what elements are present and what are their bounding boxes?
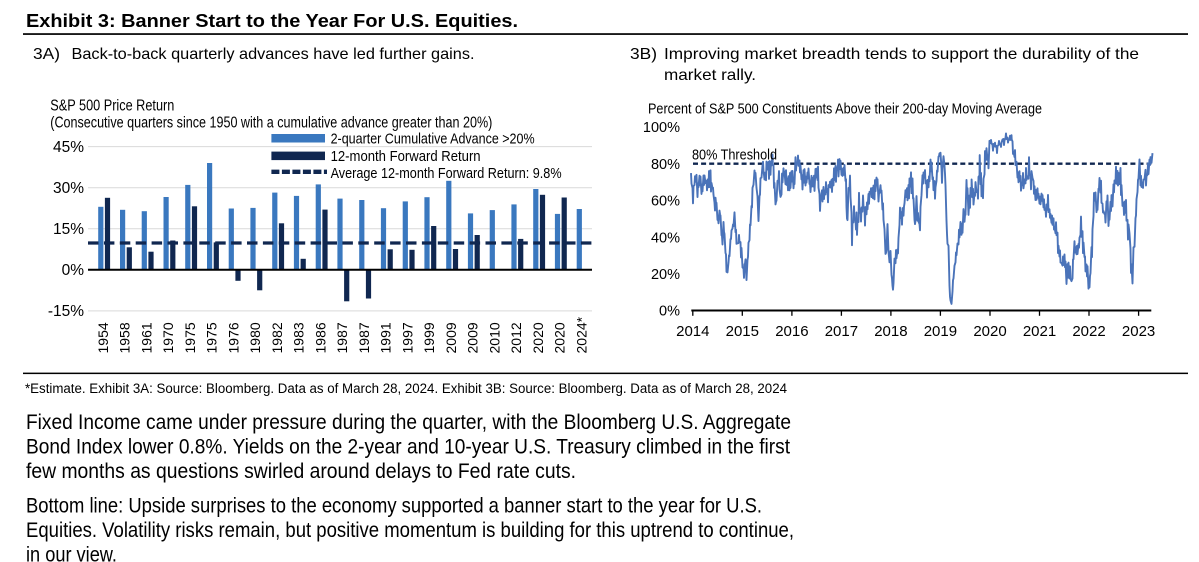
svg-text:2024*: 2024* xyxy=(573,316,589,353)
svg-text:2-quarter Cumulative Advance >: 2-quarter Cumulative Advance >20% xyxy=(331,132,535,148)
svg-text:12-month Forward Return: 12-month Forward Return xyxy=(331,149,481,165)
svg-text:1991: 1991 xyxy=(378,322,394,353)
svg-text:2020: 2020 xyxy=(530,322,546,353)
svg-text:1987: 1987 xyxy=(334,322,350,353)
svg-text:2022: 2022 xyxy=(1072,323,1105,340)
svg-text:30%: 30% xyxy=(53,180,84,197)
svg-text:1954: 1954 xyxy=(95,322,111,353)
svg-text:Improving market breadth tends: Improving market breadth tends to suppor… xyxy=(664,46,1139,63)
svg-text:2012: 2012 xyxy=(508,322,524,353)
svg-text:1975: 1975 xyxy=(182,322,198,353)
svg-text:2019: 2019 xyxy=(924,323,957,340)
svg-text:2017: 2017 xyxy=(825,323,858,340)
svg-text:1976: 1976 xyxy=(225,322,241,353)
svg-text:-15%: -15% xyxy=(48,303,84,320)
svg-text:1980: 1980 xyxy=(247,322,263,353)
svg-text:1986: 1986 xyxy=(312,322,328,353)
svg-text:20%: 20% xyxy=(651,267,680,283)
svg-text:45%: 45% xyxy=(53,139,84,156)
svg-text:2021: 2021 xyxy=(1023,323,1056,340)
svg-text:2009: 2009 xyxy=(465,322,481,353)
svg-text:1961: 1961 xyxy=(138,322,154,353)
svg-text:2016: 2016 xyxy=(775,323,808,340)
svg-text:0%: 0% xyxy=(659,304,680,320)
svg-text:1975: 1975 xyxy=(204,322,220,353)
svg-text:2023: 2023 xyxy=(1122,323,1155,340)
svg-text:*Estimate. Exhibit 3A: Source:: *Estimate. Exhibit 3A: Source: Bloomberg… xyxy=(25,381,787,396)
svg-text:2014: 2014 xyxy=(676,323,709,340)
svg-text:1987: 1987 xyxy=(356,322,372,353)
svg-text:40%: 40% xyxy=(651,230,680,246)
svg-text:3B): 3B) xyxy=(630,46,657,63)
svg-text:2020: 2020 xyxy=(973,323,1006,340)
svg-text:80%: 80% xyxy=(651,157,680,173)
svg-text:3A): 3A) xyxy=(33,46,60,63)
svg-text:80% Threshold: 80% Threshold xyxy=(692,147,777,163)
svg-text:market rally.: market rally. xyxy=(664,67,756,84)
svg-text:in our view.: in our view. xyxy=(26,543,117,562)
svg-text:Equities. Volatility risks rem: Equities. Volatility risks remain, but p… xyxy=(26,519,794,542)
svg-text:2018: 2018 xyxy=(874,323,907,340)
svg-text:Fixed Income came under pressu: Fixed Income came under pressure during … xyxy=(26,411,791,434)
svg-text:Exhibit 3: Banner Start to the: Exhibit 3: Banner Start to the Year For … xyxy=(26,11,518,31)
svg-text:Back-to-back quarterly advance: Back-to-back quarterly advances have led… xyxy=(72,46,475,63)
svg-text:Bond Index lower 0.8%. Yields: Bond Index lower 0.8%. Yields on the 2-y… xyxy=(26,436,790,459)
svg-text:1997: 1997 xyxy=(399,322,415,353)
svg-text:Bottom line: Upside surprises: Bottom line: Upside surprises to the eco… xyxy=(26,494,762,517)
svg-text:2015: 2015 xyxy=(726,323,759,340)
svg-text:(Consecutive quarters since 19: (Consecutive quarters since 1950 with a … xyxy=(50,115,492,132)
svg-text:1970: 1970 xyxy=(160,322,176,353)
svg-text:100%: 100% xyxy=(643,120,680,136)
svg-text:1999: 1999 xyxy=(421,322,437,353)
svg-text:15%: 15% xyxy=(53,221,84,238)
svg-text:60%: 60% xyxy=(651,194,680,210)
svg-text:1958: 1958 xyxy=(117,322,133,353)
svg-text:few months as questions swirle: few months as questions swirled around d… xyxy=(26,460,576,483)
svg-text:Average 12-month Forward Retur: Average 12-month Forward Return: 9.8% xyxy=(331,166,562,182)
svg-text:2010: 2010 xyxy=(486,322,502,353)
svg-text:1982: 1982 xyxy=(269,322,285,353)
svg-text:1983: 1983 xyxy=(291,322,307,353)
svg-text:0%: 0% xyxy=(62,262,85,279)
svg-text:2009: 2009 xyxy=(443,322,459,353)
svg-text:Percent of S&P 500 Constituent: Percent of S&P 500 Constituents Above th… xyxy=(648,102,1042,118)
svg-text:S&P 500 Price Return: S&P 500 Price Return xyxy=(50,98,174,115)
svg-text:2020: 2020 xyxy=(552,322,568,353)
